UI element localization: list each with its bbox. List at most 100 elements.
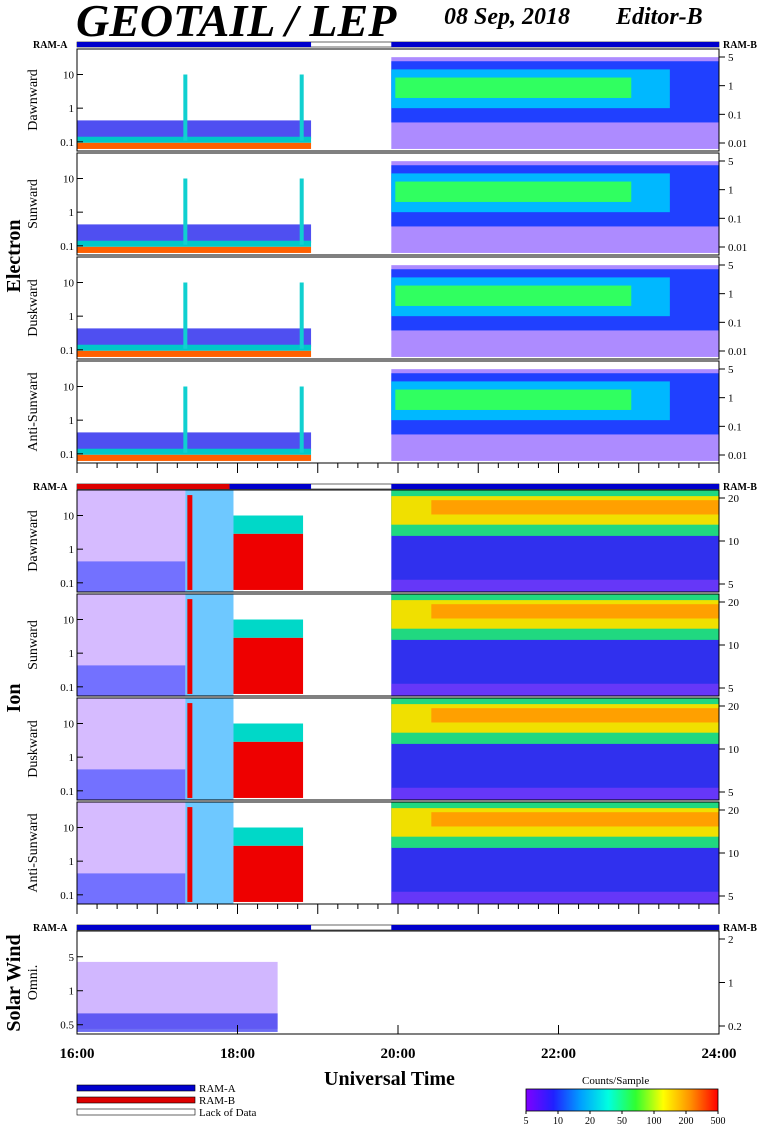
y-right-tick: 5 (728, 260, 734, 272)
y-right-tick: 0.01 (728, 346, 747, 358)
band-cyan (233, 827, 304, 846)
band-green (395, 389, 632, 410)
y-right-tick: 5 (728, 156, 734, 168)
spike (187, 703, 193, 798)
colorbar-tick: 200 (679, 1116, 694, 1127)
x-tick-label: 18:00 (220, 1046, 255, 1062)
band-red (233, 533, 304, 590)
band-low (77, 769, 186, 800)
y-left-tick: 1 (69, 311, 75, 323)
y-left-tick: 0.1 (60, 578, 74, 590)
legend-item: RAM-B (76, 1095, 235, 1107)
y-left-tick: 10 (63, 719, 75, 731)
mode-bar-label-right: RAM-B (723, 40, 757, 51)
spike (187, 495, 193, 590)
band-mid (185, 490, 234, 592)
y-left-tick: 1 (69, 856, 75, 868)
y-left-tick: 10 (63, 382, 75, 394)
x-tick-label: 20:00 (381, 1046, 416, 1062)
y-right-tick: 5 (728, 364, 734, 376)
mode-bar-label-left: RAM-A (33, 40, 68, 51)
legend-label: RAM-B (199, 1095, 235, 1107)
panel-frame (76, 152, 720, 256)
band-orange (431, 812, 719, 827)
y-right-tick: 1 (728, 81, 734, 93)
y-left-tick: 1 (69, 986, 75, 998)
plot-title: GEOTAIL / LEP (76, 0, 397, 46)
band-low (77, 873, 186, 904)
band-low (77, 120, 312, 139)
colorbar-tick: 20 (585, 1116, 595, 1127)
colorbar-title: Counts/Sample (582, 1075, 650, 1087)
y-left-tick: 1 (69, 207, 75, 219)
panel-label: Dawnward (26, 510, 41, 571)
y-right-tick: 20 (728, 701, 740, 713)
panel-label: Duskward (26, 720, 41, 778)
y-right-tick: 5 (728, 579, 734, 591)
group-label-electron: Electron (3, 220, 25, 293)
y-right-tick: 1 (728, 185, 734, 197)
band-low (77, 1013, 278, 1032)
panel-label: Anti-Sunward (26, 813, 41, 892)
y-right-tick: 5 (728, 683, 734, 695)
y-left-tick: 10 (63, 174, 75, 186)
band-low (77, 432, 312, 451)
y-right-tick: 1 (728, 289, 734, 301)
group-label-solar: Solar Wind (3, 934, 25, 1031)
y-right-tick: 20 (728, 493, 740, 505)
mode-bar-label-right: RAM-B (723, 923, 757, 934)
y-right-tick: 10 (728, 640, 740, 652)
band-low (77, 665, 186, 696)
mode-bar: RAM-A RAM-B (33, 923, 757, 934)
band-green (395, 77, 632, 98)
band-orange (77, 142, 312, 149)
y-right-tick: 5 (728, 891, 734, 903)
spike (299, 178, 304, 245)
spike (187, 807, 193, 902)
panel-label: Dawnward (26, 69, 41, 130)
panel-e-sun: 10 1 0.1 5 1 0.1 0.01 (60, 152, 747, 256)
spike (183, 178, 188, 245)
band-cyan (77, 136, 312, 143)
band-cyan (233, 515, 304, 534)
mode-bar-label-right: RAM-B (723, 482, 757, 493)
band-violet (391, 683, 719, 696)
y-left-tick: 10 (63, 70, 75, 82)
y-right-tick: 2 (728, 934, 734, 946)
y-left-tick: 0.1 (60, 137, 74, 149)
band-orange (431, 500, 719, 515)
panel-e-anti: 10 1 0.1 5 1 0.1 0.01 (60, 360, 747, 464)
colorbar-tick: 50 (617, 1116, 627, 1127)
x-tick-label: 16:00 (60, 1046, 95, 1062)
panel-i-dusk: 10 1 0.1 20 10 5 (60, 697, 740, 801)
y-right-tick: 0.2 (728, 1021, 742, 1033)
band-violet (391, 891, 719, 904)
y-right-tick: 0.1 (728, 421, 742, 433)
y-left-tick: 0.1 (60, 682, 74, 694)
spike (299, 282, 304, 349)
band-violet (391, 579, 719, 592)
legend-item: RAM-A (76, 1083, 236, 1095)
y-right-tick: 20 (728, 805, 740, 817)
panel-i-sun: 10 1 0.1 20 10 5 (60, 593, 740, 697)
mode-bar: RAM-A RAM-B (33, 40, 757, 51)
spike (183, 282, 188, 349)
mode-bar: RAM-A RAM-B (33, 482, 757, 493)
band-low (77, 561, 186, 592)
band-green (395, 285, 632, 306)
y-left-tick: 0.1 (60, 786, 74, 798)
y-left-tick: 1 (69, 544, 75, 556)
legend-label: Lack of Data (199, 1107, 257, 1119)
band-low (77, 224, 312, 243)
y-right-tick: 10 (728, 536, 740, 548)
y-right-tick: 5 (728, 787, 734, 799)
spike (187, 599, 193, 694)
band-red (233, 741, 304, 798)
y-right-tick: 20 (728, 597, 740, 609)
y-left-tick: 0.1 (60, 449, 74, 461)
panel-label: Sunward (26, 179, 41, 229)
y-right-tick: 0.1 (728, 317, 742, 329)
y-left-tick: 0.1 (60, 241, 74, 253)
colorbar-tick: 500 (711, 1116, 726, 1127)
x-tick-label: 24:00 (702, 1046, 737, 1062)
